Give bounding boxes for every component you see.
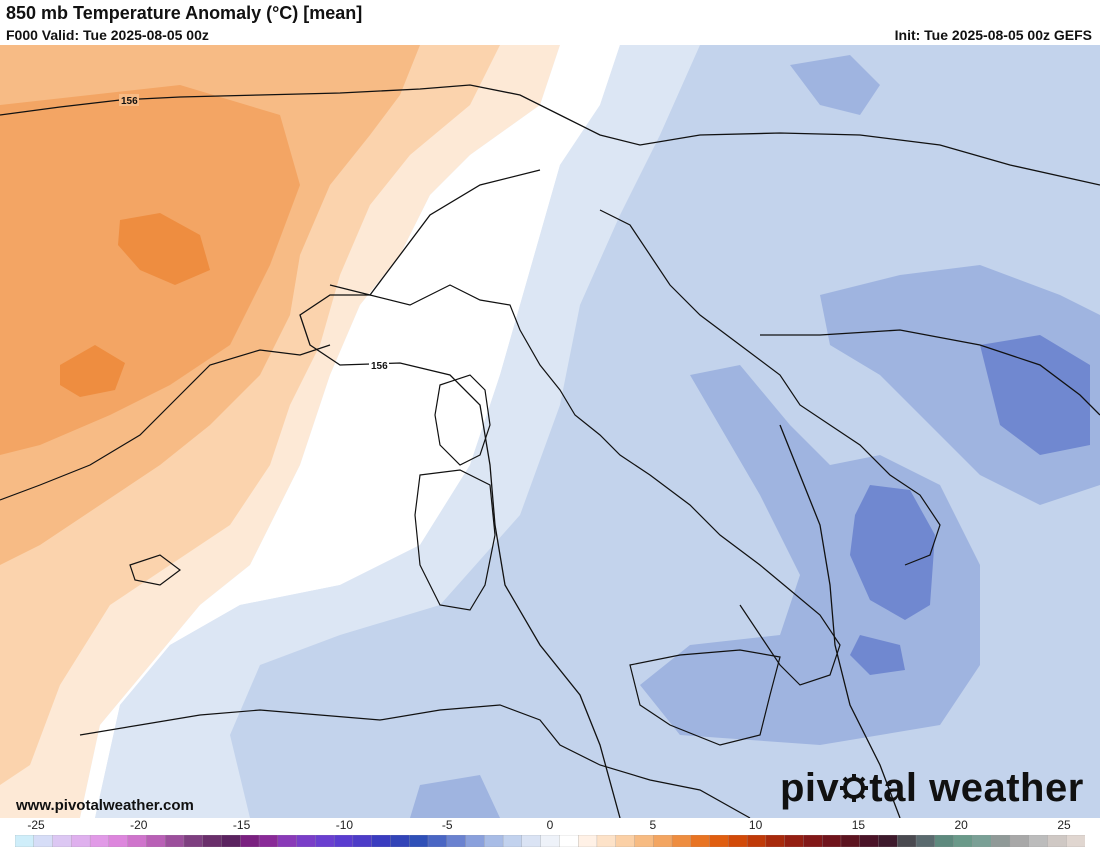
colorbar-swatch xyxy=(934,835,955,847)
colorbar-swatch xyxy=(165,835,185,847)
colorbar-swatch xyxy=(653,835,673,847)
warm-anomaly-max-1 xyxy=(118,213,210,285)
colorbar-swatch xyxy=(202,835,223,847)
colorbar-swatch xyxy=(71,835,91,847)
valid-time: F000 Valid: Tue 2025-08-05 00z xyxy=(6,27,209,43)
colorbar-swatch xyxy=(33,835,54,847)
colorbar-swatch xyxy=(972,835,992,847)
colorbar-swatch xyxy=(746,835,767,847)
colorbar-swatch xyxy=(502,835,523,847)
colorbar-swatch xyxy=(540,835,561,847)
contour-label: 156 xyxy=(371,361,388,372)
colorbar-swatch xyxy=(897,835,917,847)
colorbar-swatch xyxy=(446,835,467,847)
colorbar-tick-label: 15 xyxy=(851,818,866,832)
colorbar-swatch xyxy=(634,835,654,847)
colorbar-ticks: -25 -20 -15 -10 -5 0 5 10 15 20 25 xyxy=(0,818,1100,834)
colorbar-tick-label: -10 xyxy=(335,818,354,832)
init-time: Init: Tue 2025-08-05 00z GEFS xyxy=(894,27,1092,43)
colorbar-swatch xyxy=(15,835,35,847)
colorbar-swatch xyxy=(127,835,148,847)
colorbar-tick-label: -15 xyxy=(232,818,251,832)
colorbar-swatch xyxy=(915,835,936,847)
colorbar-swatch xyxy=(258,835,279,847)
colorbar-swatch xyxy=(953,835,974,847)
colorbar-swatch xyxy=(559,835,579,847)
colorbar-tick-label: 5 xyxy=(649,818,657,832)
contour-label: 156 xyxy=(121,96,138,107)
colorbar-swatch xyxy=(990,835,1011,847)
colorbar-swatch xyxy=(108,835,129,847)
colorbar-swatch xyxy=(784,835,805,847)
colorbar-swatch xyxy=(1047,835,1067,847)
colorbar-swatch xyxy=(183,835,204,847)
logo-text-start: piv xyxy=(780,766,840,810)
warm-anomaly-max-2 xyxy=(60,345,125,397)
coastlines xyxy=(0,209,941,818)
colorbar-swatch xyxy=(521,835,542,847)
colorbar-swatch xyxy=(822,835,842,847)
colorbar-tick-label: -20 xyxy=(130,818,148,832)
colorbar-swatch xyxy=(596,835,617,847)
colorbar-tick-label: -25 xyxy=(27,818,45,832)
colorbar-swatch xyxy=(315,835,335,847)
colorbar-swatch xyxy=(803,835,823,847)
neutral-anomaly xyxy=(80,45,620,818)
colorbar-swatch xyxy=(240,835,260,847)
colorbar-swatch xyxy=(427,835,448,847)
colorbar-swatch xyxy=(296,835,316,847)
colorbar xyxy=(15,835,1085,847)
logo-text-end: tal weather xyxy=(869,766,1084,810)
colorbar-swatch xyxy=(690,835,711,847)
height-contours xyxy=(0,84,1100,818)
colorbar-tick-label: 0 xyxy=(546,818,554,832)
colorbar-swatch xyxy=(615,835,636,847)
colorbar-swatch xyxy=(1066,835,1085,847)
colorbar-swatch xyxy=(352,835,373,847)
contour-label-bg-1 xyxy=(119,94,139,106)
colorbar-tick-label: 25 xyxy=(1057,818,1071,832)
colorbar-swatch xyxy=(484,835,504,847)
colorbar-swatch xyxy=(765,835,786,847)
colorbar-swatch xyxy=(409,835,429,847)
colorbar-swatch xyxy=(52,835,72,847)
colorbar-swatch xyxy=(728,835,748,847)
contour-label-bg-2 xyxy=(369,359,389,371)
colorbar-swatch xyxy=(859,835,880,847)
colorbar-swatch xyxy=(1028,835,1049,847)
colorbar-swatch xyxy=(465,835,485,847)
colorbar-swatch xyxy=(390,835,410,847)
colorbar-swatch xyxy=(371,835,392,847)
colorbar-swatch xyxy=(671,835,692,847)
colorbar-swatch xyxy=(840,835,861,847)
colorbar-swatch xyxy=(709,835,729,847)
colorbar-swatch xyxy=(277,835,298,847)
colorbar-swatch xyxy=(333,835,354,847)
colorbar-tick-label: -5 xyxy=(441,818,453,832)
source-url[interactable]: www.pivotalweather.com xyxy=(16,797,194,814)
colorbar-swatch xyxy=(221,835,241,847)
colorbar-swatch xyxy=(578,835,598,847)
colorbar-swatch xyxy=(89,835,110,847)
cool-anomaly-strong xyxy=(850,335,1090,675)
anomaly-map[interactable]: 156 156 xyxy=(0,45,1100,818)
colorbar-swatch xyxy=(146,835,166,847)
map-title: 850 mb Temperature Anomaly (°C) [mean] xyxy=(6,3,363,23)
pivotal-weather-logo: piv tal weather xyxy=(780,766,1084,811)
cool-anomaly-moderate xyxy=(410,55,1100,818)
colorbar-swatch xyxy=(1009,835,1030,847)
colorbar-tick-label: 10 xyxy=(748,818,763,832)
colorbar-tick-label: 20 xyxy=(954,818,968,832)
gear-logo-icon xyxy=(840,774,869,802)
colorbar-swatch xyxy=(878,835,898,847)
